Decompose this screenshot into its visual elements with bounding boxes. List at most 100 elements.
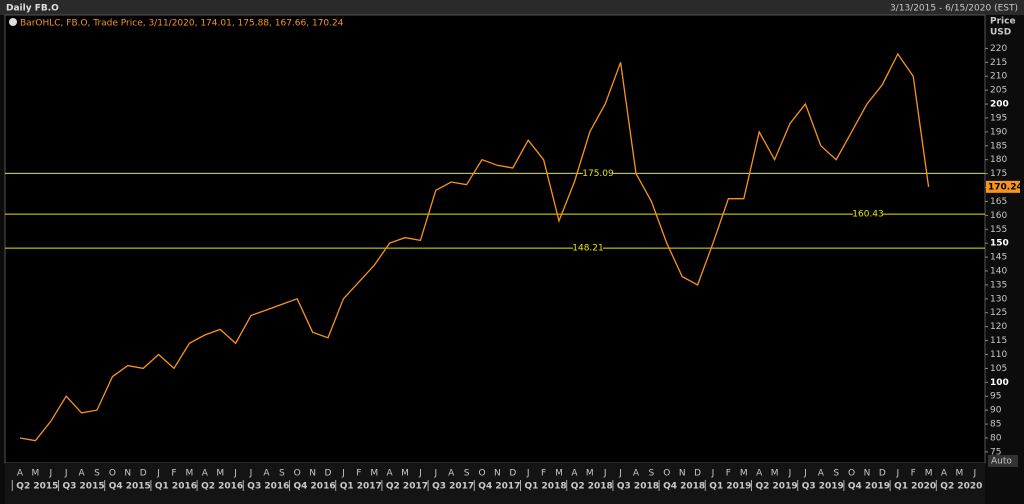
y-tick-label: 185 <box>990 141 1007 151</box>
x-tick-label: J <box>233 469 237 479</box>
quarter-label: Q4 2016 <box>294 482 336 492</box>
x-tick-label: M <box>771 469 779 479</box>
x-axis-bar <box>5 463 985 504</box>
y-tick-label: 220 <box>990 44 1007 54</box>
quarter-label: Q1 2016 <box>155 482 197 492</box>
x-tick-label: A <box>571 469 578 479</box>
x-tick-label: D <box>879 469 886 479</box>
quarter-label: Q2 2018 <box>571 482 613 492</box>
chart-title: Daily FB.O <box>6 4 59 14</box>
x-tick-label: A <box>818 469 825 479</box>
quarter-label: Q3 2015 <box>63 482 105 492</box>
quarter-label: Q1 2019 <box>709 482 751 492</box>
quarter-label: Q3 2017 <box>432 482 474 492</box>
y-tick-label: 195 <box>990 113 1007 123</box>
x-tick-label: J <box>603 469 607 479</box>
date-range: 3/13/2015 - 6/15/2020 (EST) <box>890 4 1018 14</box>
y-axis-label: Price <box>990 17 1016 27</box>
quarter-label: Q4 2018 <box>663 482 705 492</box>
y-tick-label: 120 <box>990 322 1007 332</box>
x-tick-label: N <box>494 469 501 479</box>
x-tick-label: M <box>32 469 40 479</box>
x-tick-label: A <box>941 469 948 479</box>
quarter-label: Q2 2020 <box>940 482 982 492</box>
y-tick-label: 135 <box>990 280 1007 290</box>
y-tick-label: 130 <box>990 294 1007 304</box>
x-tick-label: S <box>649 469 655 479</box>
x-tick-label: J <box>64 469 68 479</box>
reference-label: 148.21 <box>572 244 604 254</box>
y-tick-label: 85 <box>990 420 1001 430</box>
quarter-label: Q3 2016 <box>247 482 289 492</box>
x-tick-label: M <box>555 469 563 479</box>
x-tick-label: A <box>756 469 763 479</box>
quarter-label: Q4 2019 <box>848 482 890 492</box>
x-tick-label: M <box>186 469 194 479</box>
x-tick-label: S <box>464 469 470 479</box>
reference-label-bg <box>573 243 603 254</box>
reference-label-bg <box>583 168 613 179</box>
y-tick-label: 150 <box>990 239 1009 249</box>
plot-area <box>4 14 986 464</box>
x-tick-label: J <box>433 469 437 479</box>
x-tick-label: A <box>448 469 455 479</box>
x-tick-label: A <box>202 469 209 479</box>
x-tick-label: A <box>387 469 394 479</box>
x-tick-label: M <box>401 469 409 479</box>
x-tick-label: M <box>740 469 748 479</box>
x-tick-label: D <box>140 469 147 479</box>
last-price-tag <box>986 180 1020 193</box>
x-tick-label: J <box>48 469 52 479</box>
x-tick-label: J <box>156 469 160 479</box>
y-tick-label: 145 <box>990 253 1007 263</box>
y-tick-label: 190 <box>990 127 1007 137</box>
quarter-label: Q4 2015 <box>109 482 151 492</box>
x-tick-label: J <box>526 469 530 479</box>
y-tick-label: 210 <box>990 72 1007 82</box>
x-tick-label: J <box>418 469 422 479</box>
quarter-label: Q2 2019 <box>756 482 798 492</box>
y-tick-label: 160 <box>990 211 1007 221</box>
legend: BarOHLC, FB.O, Trade Price, 3/11/2020, 1… <box>20 19 344 29</box>
x-tick-label: J <box>711 469 715 479</box>
x-tick-label: F <box>356 469 361 479</box>
reference-label: 160.43 <box>852 210 884 220</box>
x-tick-label: M <box>370 469 378 479</box>
x-tick-label: N <box>309 469 316 479</box>
x-tick-label: D <box>325 469 332 479</box>
quarter-label: Q3 2018 <box>617 482 659 492</box>
x-tick-label: A <box>633 469 640 479</box>
price-line <box>19 52 930 442</box>
y-tick-label: 75 <box>990 447 1001 457</box>
y-tick-label: 95 <box>990 392 1001 402</box>
x-tick-label: F <box>911 469 916 479</box>
scale-mode[interactable]: Auto <box>991 457 1012 467</box>
x-tick-label: S <box>279 469 285 479</box>
header-bar <box>0 0 1024 15</box>
quarter-label: Q2 2017 <box>386 482 428 492</box>
y-tick-label: 215 <box>990 58 1007 68</box>
x-tick-label: J <box>341 469 345 479</box>
x-tick-label: O <box>109 469 116 479</box>
scale-button[interactable] <box>988 455 1018 467</box>
y-tick-label: 180 <box>990 155 1007 165</box>
y-tick-label: 80 <box>990 433 1002 443</box>
x-tick-label: O <box>478 469 485 479</box>
x-tick-label: F <box>541 469 546 479</box>
x-tick-label: J <box>972 469 976 479</box>
y-tick-label: 175 <box>990 169 1007 179</box>
y-tick-label: 110 <box>990 350 1007 360</box>
quarter-label: Q1 2018 <box>525 482 567 492</box>
quarter-label: Q1 2017 <box>340 482 382 492</box>
y-tick-label: 205 <box>990 86 1007 96</box>
quarter-label: Q2 2015 <box>16 482 58 492</box>
x-tick-label: D <box>694 469 701 479</box>
x-tick-label: J <box>788 469 792 479</box>
x-tick-label: O <box>848 469 855 479</box>
x-tick-label: F <box>171 469 176 479</box>
x-tick-label: J <box>895 469 899 479</box>
y-tick-label: 115 <box>990 336 1007 346</box>
x-tick-label: M <box>586 469 594 479</box>
x-tick-label: N <box>679 469 686 479</box>
y-tick-label: 125 <box>990 308 1007 318</box>
